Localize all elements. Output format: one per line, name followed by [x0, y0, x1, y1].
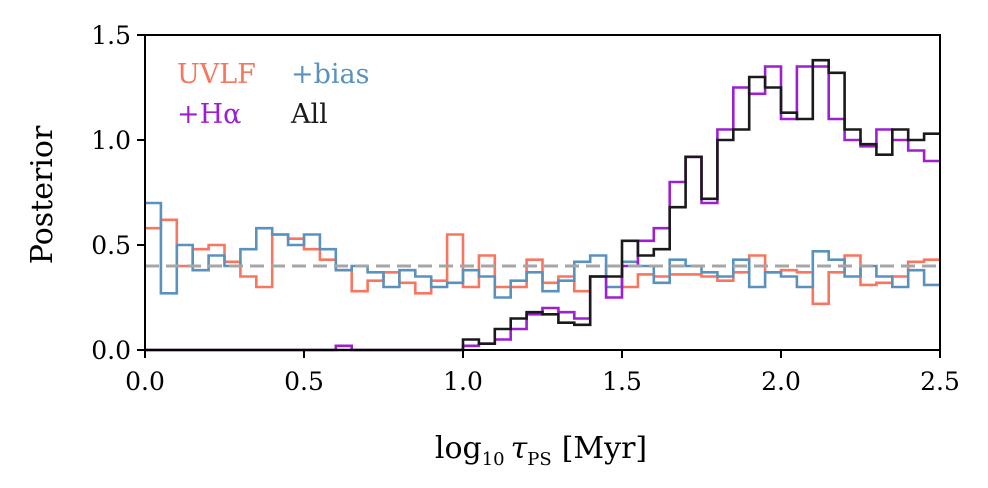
legend-entry-all: All: [290, 99, 328, 130]
legend-entry-halpha: +Hα: [177, 99, 241, 130]
x-tick-label: 0.0: [125, 367, 165, 396]
series-line-all: [145, 58, 940, 352]
x-tick-label: 0.5: [284, 367, 324, 396]
x-axis-title-unit: [Myr]: [562, 431, 647, 466]
y-tick-label: 0.0: [91, 336, 131, 365]
y-tick-label: 1.0: [91, 126, 131, 155]
series-line-h: [145, 65, 940, 352]
x-tick-label: 2.0: [761, 367, 801, 396]
x-axis-title: log10 τPS [Myr]: [435, 431, 647, 470]
x-axis-title-prefix: log: [435, 431, 482, 466]
x-axis-title-sub2: PS: [527, 449, 551, 470]
x-axis-title-sub1: 10: [482, 449, 505, 470]
x-tick-label: 1.5: [602, 367, 642, 396]
y-tick-label: 1.5: [91, 21, 131, 50]
legend-entry-bias: +bias: [291, 59, 370, 90]
plot-frame: [144, 34, 941, 351]
series-line-bias: [145, 201, 940, 299]
y-axis-title: Posterior: [25, 125, 60, 264]
legend: UVLF +bias +Hα All: [177, 59, 370, 130]
x-tick-label: 1.0: [443, 367, 483, 396]
series-layer: [145, 58, 940, 352]
legend-entry-uvlf: UVLF: [177, 59, 256, 90]
x-tick-label: 2.5: [920, 367, 960, 396]
ticks-layer: 0.0 0.5 1.0 1.5 2.0 2.5 0.0 0.5 1.0 1.5: [91, 21, 960, 396]
y-tick-label: 0.5: [91, 231, 131, 260]
x-axis-title-symbol: τ: [511, 431, 528, 466]
